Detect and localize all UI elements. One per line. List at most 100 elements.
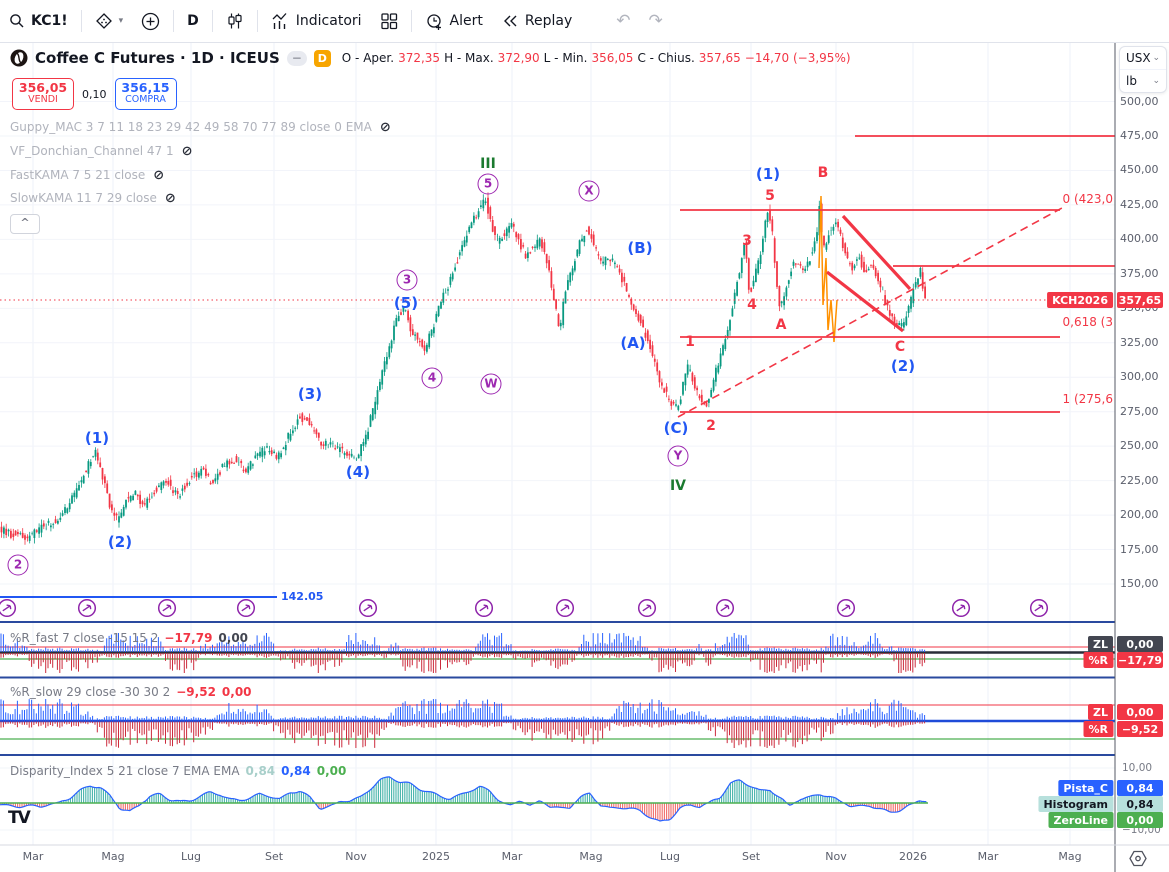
projection-arrow-icon[interactable] — [358, 598, 378, 618]
eye-off-icon[interactable]: ⊘ — [379, 120, 391, 135]
wave-label-circled[interactable]: W — [480, 373, 502, 395]
projection-arrow-icon[interactable] — [836, 598, 856, 618]
wave-label-blue[interactable]: (B) — [627, 239, 653, 257]
toolbar-separator — [211, 10, 213, 32]
wave-label-red[interactable]: 3 — [742, 233, 752, 249]
wave-label-blue[interactable]: (2) — [107, 533, 133, 551]
indicators-button[interactable]: Indicatori — [262, 6, 371, 36]
fib-level-label[interactable]: 1 (275,6 — [1062, 392, 1113, 406]
timezone-settings-button[interactable] — [1128, 849, 1148, 872]
wave-label-blue[interactable]: (1) — [755, 165, 781, 183]
redo-button[interactable]: ↷ — [639, 6, 671, 36]
undo-button[interactable]: ↶ — [607, 6, 639, 36]
pane-legend[interactable]: %R_slow 29 close -30 30 2 −9,52 0,00 — [10, 685, 252, 699]
sell-button[interactable]: 356,05 VENDI — [12, 78, 74, 110]
tradingview-logo[interactable]: TV — [8, 808, 31, 828]
wave-label-red[interactable]: A — [775, 317, 787, 333]
wave-label-blue[interactable]: (C) — [663, 419, 689, 437]
wave-label-red[interactable]: 1 — [685, 334, 695, 350]
wave-label-red[interactable]: B — [817, 165, 829, 181]
indicator-legend-item[interactable]: FastKAMA 7 5 21 close ⊘ — [10, 168, 164, 183]
alert-button[interactable]: Alert — [416, 6, 492, 36]
projection-arrow-icon[interactable] — [0, 598, 17, 618]
indicator-legend-item[interactable]: VF_Donchian_Channel 47 1 ⊘ — [10, 144, 193, 159]
level-142-label[interactable]: 142.05 — [281, 590, 324, 603]
pane-legend[interactable]: %R_fast 7 close -15 15 2 −17,79 0,00 — [10, 631, 248, 645]
wave-label-red[interactable]: 2 — [706, 418, 716, 434]
wave-label-circled[interactable]: Y — [667, 445, 689, 467]
axis-badge-label: Histogram — [1038, 796, 1113, 812]
price-axis-label: 175,00 — [1120, 542, 1159, 556]
symbol-search-button[interactable]: KC1! — [0, 6, 77, 36]
pane-legend-value: 0,00 — [316, 764, 347, 778]
time-axis-label: Lug — [181, 850, 201, 863]
buy-button[interactable]: 356,15 COMPRA — [114, 78, 177, 110]
pane-legend-value: −9,52 — [176, 685, 216, 699]
projection-arrow-icon[interactable] — [1029, 598, 1049, 618]
add-symbol-button[interactable] — [132, 6, 169, 36]
wave-label-circled[interactable]: 4 — [421, 367, 443, 389]
eye-off-icon[interactable]: ⊘ — [164, 191, 176, 207]
symbol-title[interactable]: Coffee C Futures · 1D · ICEUS — [35, 49, 280, 67]
wave-label-green[interactable]: III — [480, 156, 496, 172]
eye-off-icon[interactable]: ⊘ — [153, 167, 165, 183]
time-axis-label: Nov — [825, 850, 847, 863]
ohlc-label: C - Chius. — [637, 51, 695, 65]
wave-label-circled[interactable]: 3 — [396, 269, 418, 291]
wave-label-blue[interactable]: (4) — [345, 463, 371, 481]
wave-label-blue[interactable]: (2) — [890, 357, 916, 375]
axis-badge-label: Pista_C — [1058, 780, 1113, 796]
price-axis-label: 500,00 — [1120, 94, 1159, 108]
layout-templates-button[interactable] — [371, 6, 407, 36]
projection-arrow-icon[interactable] — [77, 598, 97, 618]
wave-label-red[interactable]: 5 — [765, 188, 775, 204]
minus-pill-icon[interactable]: − — [286, 50, 307, 66]
pane-legend-text: %R_fast 7 close -15 15 2 — [10, 631, 159, 645]
wave-label-blue[interactable]: (1) — [84, 429, 110, 447]
time-axis-label: 2025 — [422, 850, 450, 863]
wave-label-red[interactable]: C — [894, 339, 906, 355]
indicator-legend-text: FastKAMA 7 5 21 close — [10, 167, 146, 182]
projection-arrow-icon[interactable] — [474, 598, 494, 618]
ohlc-value: 356,05 — [591, 51, 634, 65]
fib-level-label[interactable]: 0 (423,0 — [1062, 192, 1113, 206]
wave-label-circled[interactable]: 2 — [7, 554, 29, 576]
chart-style-button[interactable] — [217, 6, 253, 36]
price-axis-label: 275,00 — [1120, 404, 1159, 418]
projection-arrow-icon[interactable] — [555, 598, 575, 618]
spread-value: 0,10 — [82, 87, 107, 101]
wave-label-blue[interactable]: (3) — [297, 385, 323, 403]
interval-label: D — [187, 13, 199, 29]
pane-legend[interactable]: Disparity_Index 5 21 close 7 EMA EMA 0,84… — [10, 764, 346, 778]
wave-label-circled[interactable]: 5 — [477, 173, 499, 195]
fundamentals-button[interactable]: ▾ — [86, 6, 133, 36]
unit-selector[interactable]: lb ⌄ — [1120, 69, 1166, 92]
projection-arrow-icon[interactable] — [951, 598, 971, 618]
currency-selector[interactable]: USX ⌄ — [1120, 47, 1166, 69]
wave-label-blue[interactable]: (A) — [620, 334, 646, 352]
wave-label-circled[interactable]: X — [578, 180, 600, 202]
projection-arrow-icon[interactable] — [637, 598, 657, 618]
projection-arrow-icon[interactable] — [157, 598, 177, 618]
legend-collapse-button[interactable]: ^ — [10, 214, 40, 234]
wave-label-red[interactable]: 4 — [747, 297, 757, 313]
price-axis-label: 150,00 — [1120, 577, 1159, 590]
indicator-legend-item[interactable]: SlowKAMA 11 7 29 close ⊘ — [10, 191, 176, 206]
projection-arrow-icon[interactable] — [715, 598, 735, 618]
wave-label-green[interactable]: IV — [669, 478, 687, 494]
pane-legend-text: Disparity_Index 5 21 close 7 EMA EMA — [10, 764, 240, 778]
eye-off-icon[interactable]: ⊘ — [181, 143, 193, 159]
replay-button[interactable]: Replay — [492, 6, 581, 36]
alert-label: Alert — [449, 13, 483, 29]
price-axis-label: 450,00 — [1120, 163, 1159, 177]
projection-arrow-icon[interactable] — [236, 598, 256, 618]
chevron-up-icon: ^ — [20, 216, 30, 229]
pane-legend-text: %R_slow 29 close -30 30 2 — [10, 685, 171, 699]
fib-level-label[interactable]: 0,618 (3 — [1062, 315, 1113, 329]
interval-button[interactable]: D — [178, 6, 208, 36]
wave-label-blue[interactable]: (5) — [393, 294, 419, 312]
replay-label: Replay — [524, 13, 573, 29]
indicator-legend-item[interactable]: Guppy_MAC 3 7 11 18 23 29 42 49 58 70 77… — [10, 120, 391, 135]
interval-badge[interactable]: D — [313, 49, 331, 67]
